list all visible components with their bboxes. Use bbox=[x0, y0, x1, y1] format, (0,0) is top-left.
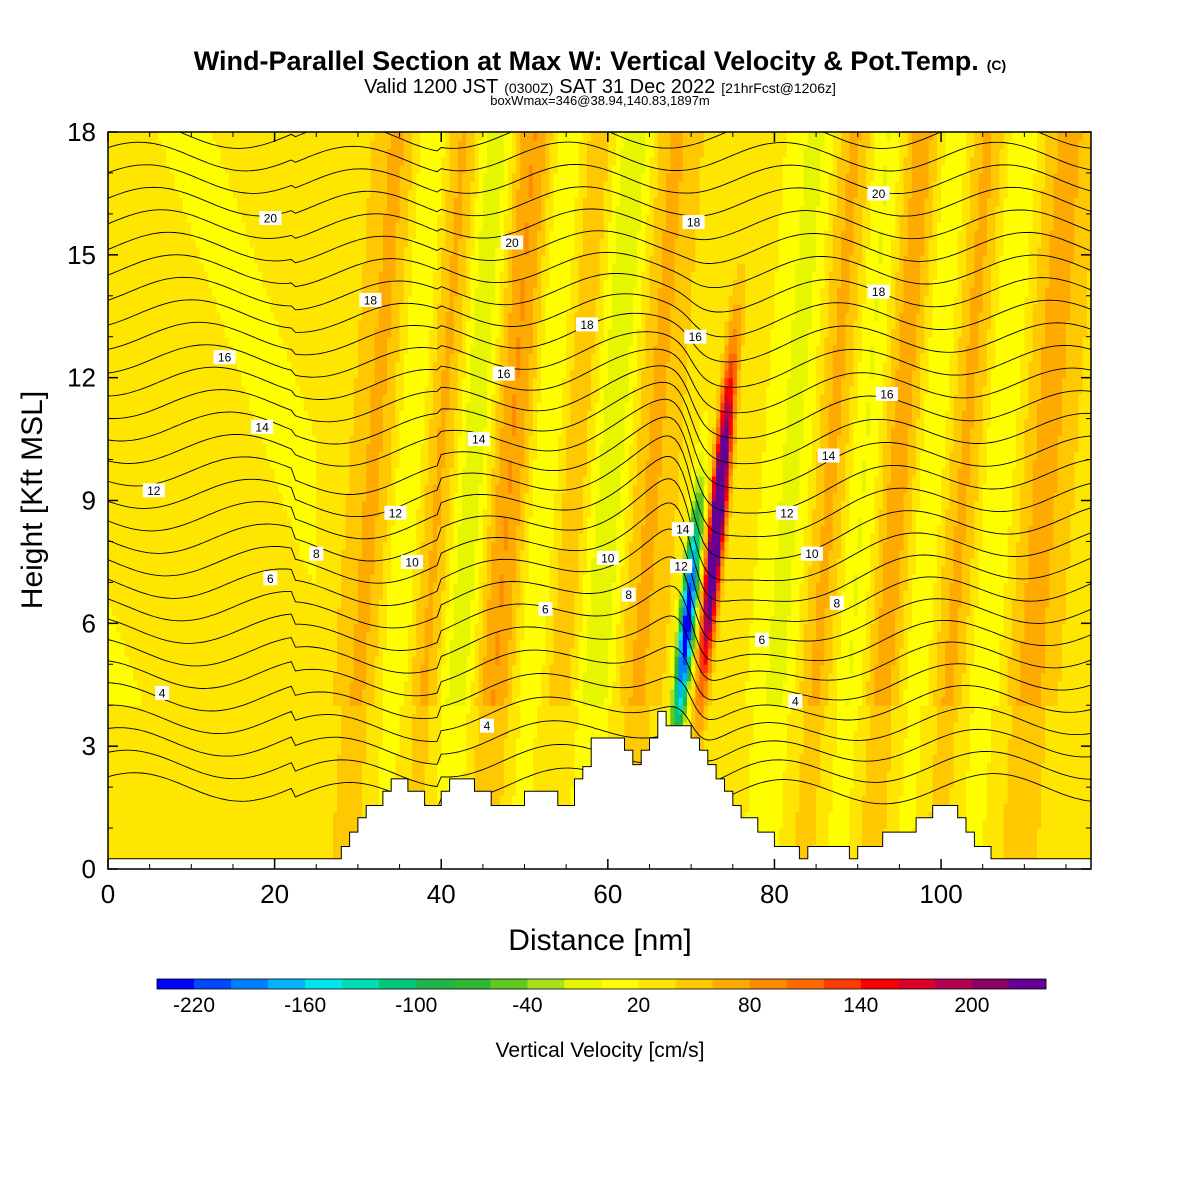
colorbar-tick-label: 20 bbox=[627, 994, 650, 1017]
colorbar-tick-label: 80 bbox=[738, 994, 761, 1017]
colorbar: -220 -160 -100 -40 20 80 140 200 bbox=[156, 978, 1047, 1017]
colorbar-segment bbox=[1008, 979, 1047, 989]
contour-label: 16 bbox=[875, 387, 898, 402]
colorbar-segment bbox=[601, 979, 639, 989]
colorbar-segment bbox=[638, 979, 676, 989]
colorbar-segment bbox=[786, 979, 825, 989]
contour-label: 12 bbox=[384, 505, 407, 520]
y-tick-label: 18 bbox=[67, 117, 96, 147]
contour-label: 8 bbox=[309, 546, 324, 561]
contour-label: 16 bbox=[213, 350, 236, 365]
colorbar-segment bbox=[231, 979, 269, 989]
colorbar-segment bbox=[860, 979, 899, 989]
colorbar-segment bbox=[305, 979, 343, 989]
contour-label: 8 bbox=[829, 595, 844, 610]
colorbar-tick-label: 140 bbox=[843, 994, 878, 1017]
contour-labels: 20 20 20 18 18 18 18 16 16 16 16 14 14 14 14 12 12 12 12 10… bbox=[142, 186, 898, 733]
contour-label: 6 bbox=[754, 632, 769, 647]
contour-label: 14 bbox=[817, 448, 840, 463]
y-tick-label: 6 bbox=[82, 608, 96, 638]
contour-label: 6 bbox=[538, 602, 553, 617]
colorbar-segment bbox=[823, 979, 862, 989]
x-tick-label: 100 bbox=[919, 879, 962, 909]
colorbar-tick-label: -220 bbox=[173, 994, 215, 1017]
contour-label: 16 bbox=[492, 366, 515, 381]
chart-title: Wind-Parallel Section at Max W: Vertical… bbox=[194, 46, 1006, 76]
y-tick-label: 3 bbox=[82, 731, 96, 761]
potential-temperature-contours bbox=[108, 132, 1091, 809]
chart-subtitle: Valid 1200 JST (0300Z) SAT 31 Dec 2022 [21h… bbox=[364, 76, 836, 98]
colorbar-segment bbox=[897, 979, 936, 989]
contour-label: 12 bbox=[775, 505, 798, 520]
contour-label: 20 bbox=[259, 211, 282, 226]
x-tick-label: 80 bbox=[760, 879, 789, 909]
contour-label: 4 bbox=[480, 718, 494, 733]
colorbar-tick-label: 200 bbox=[954, 994, 989, 1017]
contour-label: 14 bbox=[467, 432, 490, 447]
contour-label: 10 bbox=[800, 546, 823, 561]
contour-label: 10 bbox=[401, 554, 424, 569]
x-tick-label: 20 bbox=[260, 879, 289, 909]
contour-label: 12 bbox=[670, 559, 693, 574]
colorbar-segment bbox=[379, 979, 417, 989]
y-tick-label: 0 bbox=[82, 854, 96, 884]
terrain-profile bbox=[108, 710, 1091, 869]
colorbar-segment bbox=[453, 979, 491, 989]
contour-label: 18 bbox=[576, 317, 598, 332]
contour-label: 20 bbox=[501, 235, 523, 250]
colorbar-segment bbox=[749, 979, 788, 989]
colorbar-segment bbox=[971, 979, 1010, 989]
x-axis: 0 20 40 60 80 100 bbox=[101, 132, 1067, 909]
contour-label: 10 bbox=[596, 550, 619, 565]
colorbar-tick-label: -100 bbox=[395, 994, 437, 1017]
contour-label: 18 bbox=[682, 215, 705, 230]
colorbar-segment bbox=[675, 979, 714, 989]
colorbar-tick-label: -40 bbox=[512, 994, 542, 1017]
colorbar-segment bbox=[527, 979, 565, 989]
x-tick-label: 40 bbox=[427, 879, 456, 909]
colorbar-segment bbox=[268, 979, 306, 989]
chart-subtitle-2: boxWmax=346@38.94,140.83,1897m bbox=[490, 93, 710, 108]
x-tick-label: 0 bbox=[101, 879, 115, 909]
y-axis: 0 3 6 9 12 15 18 bbox=[67, 117, 1091, 884]
plot-area: 20 20 20 18 18 18 18 16 16 16 16 14 14 14 14 12 12 12 12 10… bbox=[108, 132, 1091, 869]
contour-label: 18 bbox=[867, 284, 890, 299]
contour-label: 14 bbox=[251, 419, 274, 434]
colorbar-segment bbox=[194, 979, 232, 989]
colorbar-segment bbox=[416, 979, 454, 989]
contour-label: 6 bbox=[263, 571, 278, 586]
colorbar-segment bbox=[342, 979, 380, 989]
colorbar-label: Vertical Velocity [cm/s] bbox=[496, 1039, 705, 1062]
contour-label: 18 bbox=[359, 292, 382, 307]
colorbar-segment bbox=[157, 979, 195, 989]
contour-label: 14 bbox=[671, 522, 694, 537]
contour-label: 4 bbox=[155, 685, 170, 700]
colorbar-tick-label: -160 bbox=[284, 994, 326, 1017]
contour-label: 8 bbox=[621, 587, 636, 602]
contour-label: 12 bbox=[142, 483, 165, 498]
y-axis-label: Height [Kft MSL] bbox=[16, 391, 49, 609]
x-tick-label: 60 bbox=[593, 879, 622, 909]
colorbar-segment bbox=[712, 979, 751, 989]
contour-label: 16 bbox=[684, 329, 707, 344]
colorbar-segment bbox=[564, 979, 602, 989]
y-tick-label: 9 bbox=[82, 486, 96, 516]
contour-label: 20 bbox=[867, 186, 890, 201]
x-axis-label: Distance [nm] bbox=[508, 924, 691, 957]
colorbar-segment bbox=[490, 979, 528, 989]
colorbar-segment bbox=[934, 979, 973, 989]
y-tick-label: 15 bbox=[67, 240, 96, 270]
y-tick-label: 12 bbox=[67, 363, 96, 393]
contour-label: 4 bbox=[788, 694, 803, 709]
